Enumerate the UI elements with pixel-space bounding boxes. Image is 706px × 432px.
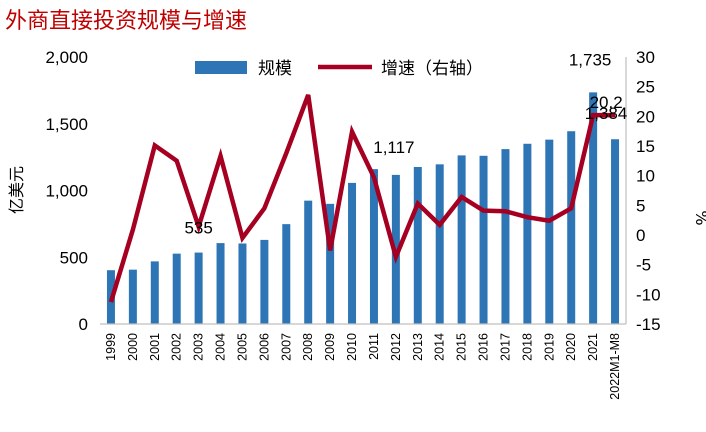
y-axis-left-label: 亿美元 bbox=[7, 166, 26, 214]
x-tick-label: 2004 bbox=[214, 333, 228, 361]
x-tick-label: 2009 bbox=[323, 333, 337, 361]
bar bbox=[369, 169, 378, 324]
bar bbox=[172, 253, 181, 324]
line-series bbox=[108, 94, 616, 303]
y-left-tick-label: 1,500 bbox=[45, 115, 88, 134]
bar bbox=[282, 224, 291, 324]
x-tick-label: 2008 bbox=[301, 333, 315, 361]
growth-line bbox=[108, 94, 616, 303]
bar bbox=[348, 182, 357, 324]
x-tick-label: 2017 bbox=[498, 333, 512, 361]
y-left-tick-label: 500 bbox=[60, 248, 88, 267]
x-tick-label: 2006 bbox=[257, 333, 271, 361]
y-left-tick-label: 0 bbox=[79, 315, 88, 334]
x-tick-label: 2011 bbox=[367, 333, 381, 360]
y-left-tick-label: 1,000 bbox=[45, 182, 88, 201]
bar bbox=[545, 139, 554, 324]
x-tick-label: 2007 bbox=[279, 333, 293, 361]
data-label: 20.2 bbox=[590, 93, 623, 112]
legend: 规模 增速（右轴） bbox=[195, 59, 483, 79]
y-right-tick-label: 25 bbox=[636, 78, 655, 97]
bar bbox=[611, 139, 620, 324]
y-left-tick-label: 2,000 bbox=[45, 48, 88, 67]
x-tick-label: 2003 bbox=[192, 333, 206, 361]
chart-title: 外商直接投资规模与增速 bbox=[5, 9, 247, 34]
data-label: 1,384 bbox=[585, 104, 628, 123]
x-tick-label: 2013 bbox=[411, 333, 425, 361]
bar bbox=[523, 143, 532, 324]
bar bbox=[194, 252, 203, 324]
x-tick-label: 2014 bbox=[433, 333, 447, 361]
legend-swatch-bar bbox=[195, 61, 247, 74]
legend-label-line: 增速（右轴） bbox=[381, 59, 483, 79]
bar bbox=[326, 203, 335, 324]
bar bbox=[304, 200, 313, 324]
y-axis-right-label: % bbox=[692, 210, 706, 225]
y-right-tick-label: 15 bbox=[636, 137, 655, 156]
x-tick-label: 2002 bbox=[170, 333, 184, 361]
data-label: 1,117 bbox=[373, 138, 414, 157]
y-axis-left-ticks: 0 500 1,000 1,500 2,000 bbox=[45, 48, 88, 334]
bar bbox=[457, 155, 466, 324]
bar bbox=[589, 92, 598, 324]
x-tick-label: 2005 bbox=[235, 333, 249, 361]
y-right-tick-label: 20 bbox=[636, 107, 655, 126]
x-tick-label: 2000 bbox=[126, 333, 140, 361]
data-label: 1,735 bbox=[569, 50, 612, 69]
y-right-tick-label: 10 bbox=[636, 167, 655, 186]
data-label: 535 bbox=[184, 219, 212, 238]
y-right-tick-label: -15 bbox=[636, 315, 661, 334]
bar bbox=[216, 243, 225, 324]
bar bbox=[238, 243, 247, 324]
bar bbox=[479, 155, 488, 324]
legend-label-bar: 规模 bbox=[258, 59, 292, 79]
bar bbox=[260, 239, 269, 324]
x-tick-label: 2018 bbox=[520, 333, 534, 361]
y-right-tick-label: 5 bbox=[636, 196, 645, 215]
x-tick-label: 2021 bbox=[586, 333, 600, 361]
x-tick-label: 2001 bbox=[148, 333, 162, 361]
y-axis-right-ticks: -15 -10 -5 0 5 10 15 20 25 30 bbox=[636, 48, 661, 334]
y-right-tick-label: 0 bbox=[636, 226, 645, 245]
x-tick-label: 2019 bbox=[542, 333, 556, 361]
y-right-tick-label: -10 bbox=[636, 285, 661, 304]
x-axis-ticks: 1999 2000 2001 2002 2003 2004 2005 2006 2007 2008… bbox=[104, 333, 622, 400]
y-right-tick-label: -5 bbox=[636, 256, 651, 275]
bar bbox=[413, 167, 422, 324]
x-tick-label: 2015 bbox=[455, 333, 469, 361]
x-tick-label: 2012 bbox=[389, 333, 403, 361]
bar bbox=[501, 149, 510, 324]
y-right-tick-label: 30 bbox=[636, 48, 655, 67]
bar bbox=[567, 131, 576, 324]
x-tick-label: 2022M1-M8 bbox=[608, 333, 622, 400]
x-tick-label: 2020 bbox=[564, 333, 578, 361]
bar bbox=[435, 164, 444, 324]
x-tick-label: 2016 bbox=[477, 333, 491, 361]
bar-series bbox=[106, 92, 620, 324]
bar bbox=[150, 261, 159, 324]
bar bbox=[128, 269, 137, 324]
x-tick-label: 2010 bbox=[345, 333, 359, 361]
x-tick-label: 1999 bbox=[104, 333, 118, 361]
